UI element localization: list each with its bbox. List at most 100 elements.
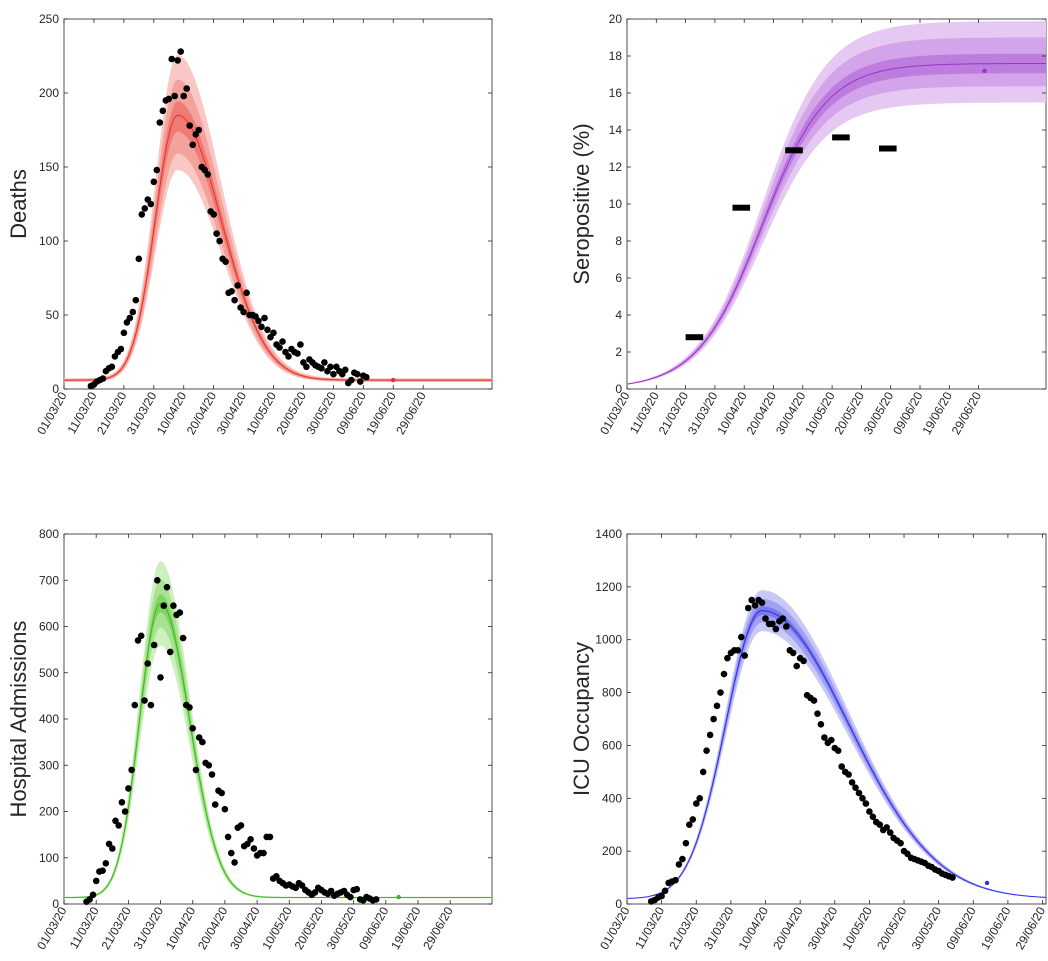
hospital-admissions-ytick-label: 300 <box>39 758 59 772</box>
hospital-admissions-data-point <box>250 845 258 852</box>
hospital-admissions-data-point <box>292 884 300 892</box>
seropositive-survey-bar <box>785 147 803 154</box>
icu-occupancy-data-point <box>675 861 683 868</box>
icu-occupancy-data-point <box>693 800 700 807</box>
deaths-axes-box <box>63 18 493 390</box>
seropositive-ytick-label: 2 <box>615 345 622 359</box>
hospital-admissions-data-point <box>163 583 171 591</box>
hospital-admissions-data-point <box>134 637 142 644</box>
hospital-admissions-data-point <box>99 867 106 874</box>
deaths-data-point <box>189 141 196 149</box>
icu-occupancy-data-point <box>779 615 787 622</box>
icu-occupancy-data-point <box>738 633 745 641</box>
hospital-admissions-data-point <box>353 885 361 893</box>
deaths-data-point <box>327 363 334 371</box>
icu-occupancy-ytick-label: 200 <box>602 844 622 858</box>
deaths-data-point <box>108 363 116 371</box>
hospital-admissions-data-point <box>228 849 235 857</box>
hospital-admissions-data-point <box>92 877 100 885</box>
hospital-admissions-data-point <box>176 609 184 616</box>
hospital-admissions-data-point <box>192 766 200 774</box>
icu-occupancy-xtick-label: 19/06/20 <box>978 904 1014 952</box>
icu-occupancy-axes-box <box>626 533 1047 905</box>
icu-occupancy-data-point <box>810 697 818 704</box>
hospital-admissions-data-point <box>186 704 193 711</box>
deaths-ytick-label: 150 <box>39 160 59 174</box>
icu-occupancy-data-point <box>706 731 714 739</box>
icu-occupancy-data-point <box>897 839 904 847</box>
hospital-admissions-median-line <box>64 602 492 898</box>
seropositive-ylabel: Seropositive (%) <box>569 123 594 284</box>
icu-occupancy-data-point <box>876 821 884 828</box>
icu-occupancy-ytick-label: 0 <box>615 897 622 911</box>
deaths-data-point <box>195 126 202 134</box>
hospital-admissions-data-point <box>205 762 213 769</box>
hospital-admissions-ytick-label: 500 <box>39 666 59 680</box>
icu-occupancy-data-point <box>710 715 717 723</box>
icu-occupancy-data-point <box>758 599 766 606</box>
hospital-admissions-data-point <box>266 833 274 841</box>
deaths-band-0 <box>64 55 492 382</box>
icu-occupancy-data-point <box>862 800 870 807</box>
deaths-data-point <box>99 375 107 382</box>
hospital-admissions-data-point <box>157 674 164 681</box>
deaths-data-point <box>348 376 355 384</box>
hospital-admissions-ytick-label: 0 <box>52 897 59 911</box>
deaths-data-point <box>129 308 137 316</box>
hospital-admissions-data-point <box>298 882 306 889</box>
icu-occupancy-ytick-label: 800 <box>602 686 622 700</box>
icu-occupancy-data-point <box>834 747 842 754</box>
hospital-admissions-data-point <box>128 766 135 774</box>
icu-occupancy-data-point <box>734 647 742 654</box>
hospital-admissions-data-point <box>211 801 219 808</box>
hospital-admissions-xtick-label: 11/03/20 <box>67 904 102 951</box>
deaths-data-point <box>120 329 128 337</box>
deaths-data-point <box>234 282 241 289</box>
icu-occupancy-xtick-label: 09/06/20 <box>943 904 979 952</box>
icu-occupancy-data-point <box>866 808 873 815</box>
icu-occupancy-data-point <box>852 784 859 791</box>
icu-occupancy-panel: 0 200 400 600 800 1000 1200 1400 01/03/20 11/03/2… <box>569 527 1048 952</box>
deaths-data-point <box>240 308 247 316</box>
hospital-admissions-data-point <box>115 822 122 829</box>
icu-occupancy-data-point <box>828 736 835 744</box>
hospital-admissions-xtick-label: 20/05/20 <box>292 904 328 952</box>
icu-occupancy-xtick-label: 30/04/20 <box>805 904 841 952</box>
seropositive-ytick-label: 6 <box>615 271 622 285</box>
hospital-admissions-data-point <box>208 771 216 778</box>
deaths-data-point <box>321 359 328 366</box>
hospital-admissions-data-point <box>144 660 151 667</box>
deaths-data-point <box>147 200 155 208</box>
icu-occupancy-data-point <box>696 795 703 802</box>
seropositive-survey-bar <box>685 334 704 341</box>
hospital-admissions-data-point <box>247 836 254 843</box>
deaths-data-point <box>216 237 223 245</box>
hospital-admissions-data-point <box>125 785 132 792</box>
icu-occupancy-xtick-label: 21/03/20 <box>666 904 702 952</box>
deaths-data-point <box>135 255 143 263</box>
hospital-admissions-data-point <box>327 887 335 895</box>
deaths-data-point <box>222 258 229 266</box>
deaths-data-point <box>186 122 193 129</box>
icu-occupancy-data-point <box>848 779 856 786</box>
icu-occupancy-data-point <box>682 839 690 847</box>
icu-occupancy-xtick-label: 10/05/20 <box>840 904 876 952</box>
icu-occupancy-ytick-label: 600 <box>602 738 622 752</box>
seropositive-survey-bar <box>879 145 897 152</box>
deaths-data-point <box>168 55 175 63</box>
deaths-data-point <box>117 345 125 353</box>
seropositive-ytick-label: 18 <box>609 49 623 63</box>
icu-occupancy-data-point <box>821 734 828 741</box>
deaths-data-point <box>354 370 361 378</box>
icu-occupancy-data-point <box>713 702 721 710</box>
deaths-data-point <box>264 326 271 334</box>
seropositive-median-line <box>626 62 1047 385</box>
icu-occupancy-median-line <box>627 610 1047 899</box>
hospital-admissions-data-point <box>237 822 245 829</box>
deaths-data-point <box>180 92 187 100</box>
deaths-ytick-label: 250 <box>39 12 59 26</box>
hospital-admissions-axes-box <box>63 533 493 905</box>
icu-occupancy-data-point <box>741 652 748 659</box>
icu-occupancy-ytick-label: 400 <box>602 791 622 805</box>
deaths-data-point <box>153 166 161 174</box>
